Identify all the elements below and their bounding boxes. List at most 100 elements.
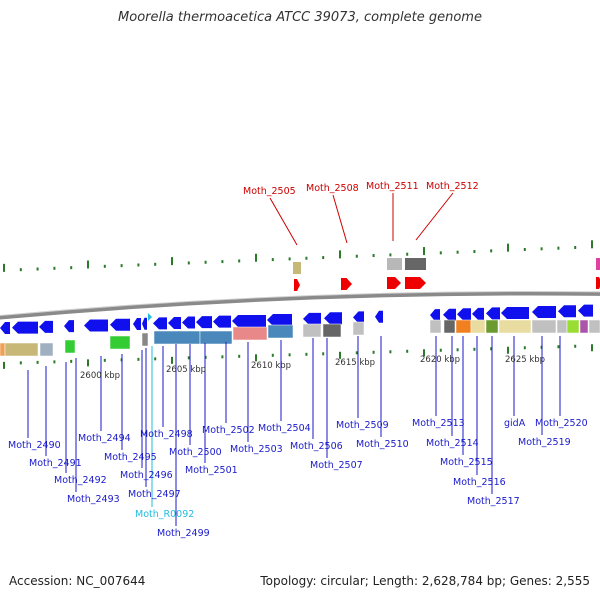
- gene-arrow[interactable]: [168, 316, 181, 329]
- gene-label[interactable]: Moth_2497: [128, 489, 181, 500]
- gene-arrow[interactable]: [133, 318, 141, 331]
- feature-box[interactable]: [141, 332, 149, 347]
- gene-label[interactable]: Moth_2520: [535, 418, 588, 429]
- feature-box[interactable]: [199, 330, 233, 345]
- feature-box[interactable]: [470, 319, 486, 334]
- gene-label[interactable]: Moth_2505: [243, 186, 296, 197]
- gene-arrow[interactable]: [182, 316, 195, 329]
- feature-box[interactable]: [387, 258, 402, 270]
- gene-arrow[interactable]: [0, 322, 10, 334]
- gene-label[interactable]: Moth_2516: [453, 477, 506, 488]
- gene-label[interactable]: Moth_2499: [157, 528, 210, 539]
- upper-feature-track: [293, 258, 600, 291]
- feature-box[interactable]: [579, 319, 589, 334]
- gene-arrow[interactable]: [596, 277, 600, 289]
- gene-label[interactable]: Moth_2491: [29, 458, 82, 469]
- gene-arrow[interactable]: [353, 311, 364, 324]
- gene-arrow[interactable]: [294, 279, 300, 291]
- gene-arrow[interactable]: [387, 277, 401, 289]
- feature-box[interactable]: [153, 330, 201, 345]
- feature-box[interactable]: [293, 262, 301, 274]
- gene-label[interactable]: Moth_2512: [426, 181, 479, 192]
- gene-label[interactable]: gidA: [504, 418, 526, 429]
- gene-arrow[interactable]: [267, 313, 292, 326]
- feature-box[interactable]: [429, 319, 442, 334]
- gene-label[interactable]: Moth_2503: [230, 444, 283, 455]
- feature-box[interactable]: [455, 319, 472, 334]
- gene-arrow[interactable]: [486, 307, 500, 320]
- gene-label[interactable]: Moth_2511: [366, 181, 419, 192]
- gene-label[interactable]: Moth_2519: [518, 437, 571, 448]
- feature-box[interactable]: [588, 319, 600, 334]
- scale-label: 2615 kbp: [335, 358, 375, 368]
- feature-box[interactable]: [39, 342, 54, 357]
- feature-box[interactable]: [405, 258, 426, 270]
- gene-arrow[interactable]: [501, 306, 529, 319]
- gene-label[interactable]: Moth_2509: [336, 420, 389, 431]
- gene-label[interactable]: Moth_R0092: [135, 509, 194, 520]
- gene-label[interactable]: Moth_2504: [258, 423, 311, 434]
- gene-arrow[interactable]: [443, 308, 456, 321]
- feature-box[interactable]: [322, 323, 342, 338]
- gene-label[interactable]: Moth_2507: [310, 460, 363, 471]
- gene-arrow[interactable]: [375, 310, 383, 323]
- feature-box[interactable]: [267, 324, 294, 339]
- gene-arrow[interactable]: [110, 318, 130, 331]
- top-gene-labels: Moth_2505 Moth_2508 Moth_2511 Moth_2512: [243, 181, 479, 197]
- gene-label[interactable]: Moth_2500: [169, 447, 222, 458]
- feature-box[interactable]: [443, 319, 456, 334]
- gene-arrow[interactable]: [153, 317, 167, 330]
- gene-track: [0, 304, 593, 334]
- feature-box[interactable]: [4, 342, 39, 357]
- gene-arrow[interactable]: [39, 320, 53, 333]
- gene-label[interactable]: Moth_2515: [440, 457, 493, 468]
- feature-box[interactable]: [566, 319, 580, 334]
- feature-box[interactable]: [109, 335, 131, 350]
- gene-label[interactable]: Moth_2514: [426, 438, 479, 449]
- accession-label: Accession: NC_007644: [9, 574, 146, 588]
- gene-label[interactable]: Moth_2493: [67, 494, 120, 505]
- gene-label[interactable]: Moth_2506: [290, 441, 343, 452]
- gene-label[interactable]: Moth_2498: [140, 429, 193, 440]
- gene-arrow[interactable]: [213, 315, 231, 328]
- gene-label[interactable]: Moth_2513: [412, 418, 465, 429]
- gene-arrow[interactable]: [142, 317, 147, 330]
- feature-box[interactable]: [498, 319, 532, 334]
- feature-box[interactable]: [352, 321, 365, 336]
- feature-box[interactable]: [531, 319, 557, 334]
- gene-arrow[interactable]: [196, 316, 212, 329]
- feature-box[interactable]: [0, 342, 6, 357]
- feature-box[interactable]: [64, 339, 76, 354]
- gene-label[interactable]: Moth_2517: [467, 496, 520, 507]
- gene-arrow[interactable]: [578, 304, 593, 317]
- gene-arrow[interactable]: [341, 278, 352, 290]
- gene-label[interactable]: Moth_2490: [8, 440, 61, 451]
- gene-label[interactable]: Moth_2510: [356, 439, 409, 450]
- gene-label[interactable]: Moth_2502: [202, 425, 255, 436]
- gene-label[interactable]: Moth_2496: [120, 470, 173, 481]
- gene-arrow[interactable]: [84, 319, 108, 332]
- gene-label[interactable]: Moth_2495: [104, 452, 157, 463]
- gene-arrow[interactable]: [64, 320, 74, 333]
- feature-box[interactable]: [596, 258, 600, 270]
- feature-box[interactable]: [232, 326, 268, 341]
- gene-arrow[interactable]: [12, 321, 38, 334]
- gene-arrow[interactable]: [558, 305, 576, 318]
- rna-arrow[interactable]: [148, 313, 152, 321]
- gene-label[interactable]: Moth_2508: [306, 183, 359, 194]
- gene-label[interactable]: Moth_2494: [78, 433, 131, 444]
- gene-label[interactable]: Moth_2492: [54, 475, 107, 486]
- feature-box[interactable]: [556, 319, 568, 334]
- gene-arrow[interactable]: [430, 309, 440, 322]
- gene-arrow[interactable]: [457, 308, 471, 321]
- gene-arrow[interactable]: [405, 277, 426, 289]
- gene-arrow[interactable]: [532, 306, 556, 319]
- gene-label[interactable]: Moth_2501: [185, 465, 238, 476]
- gene-arrow[interactable]: [303, 312, 321, 325]
- feature-box[interactable]: [485, 319, 499, 334]
- gene-arrow[interactable]: [472, 307, 484, 320]
- feature-box[interactable]: [302, 323, 322, 338]
- gene-arrow[interactable]: [324, 312, 342, 325]
- gene-arrow[interactable]: [232, 315, 266, 328]
